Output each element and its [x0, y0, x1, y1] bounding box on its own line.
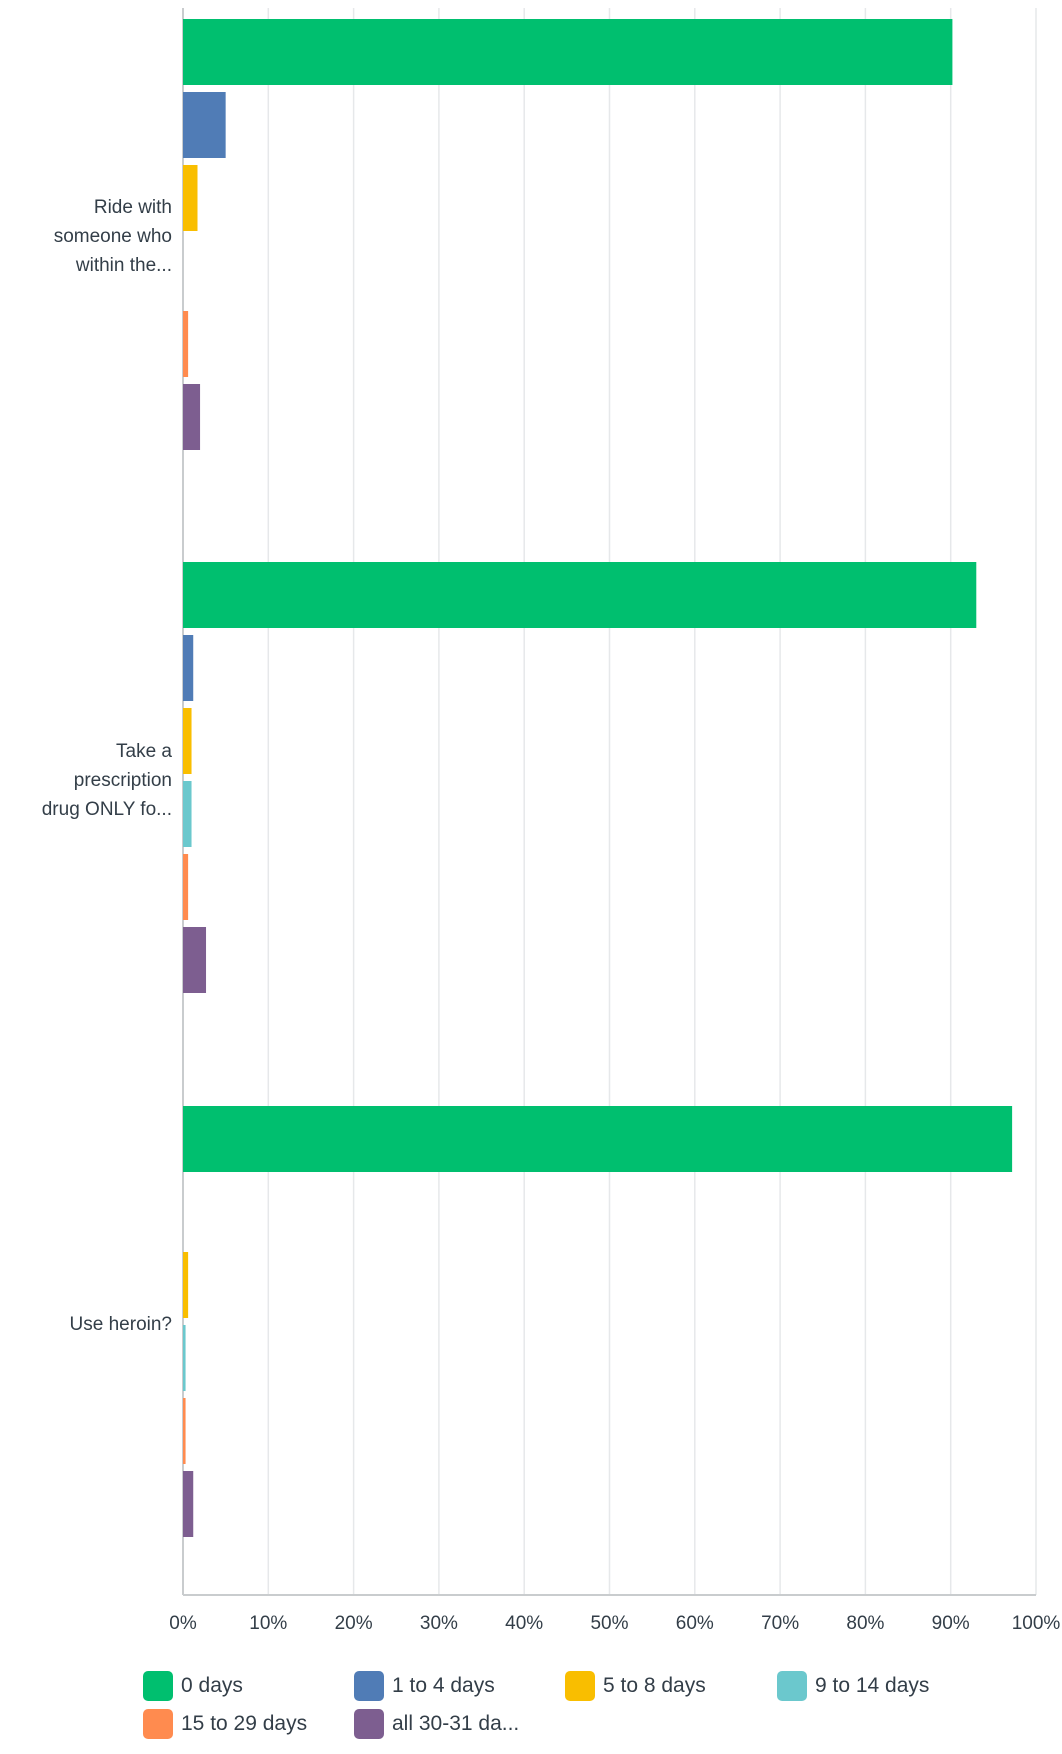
- category-label-line: within the...: [75, 254, 172, 276]
- bar-3-0-days[interactable]: [183, 1106, 1013, 1172]
- legend-item[interactable]: 0 days: [143, 1671, 243, 1701]
- x-tick-label: 0%: [169, 1613, 197, 1634]
- category-label-line: drug ONLY fo...: [41, 798, 172, 820]
- bar-3-15-to-29-days[interactable]: [183, 1398, 186, 1464]
- x-tick-label: 40%: [505, 1613, 543, 1634]
- bar-2-0-days[interactable]: [183, 562, 977, 628]
- category-label-line: Ride with: [93, 196, 172, 218]
- legend-label: 1 to 4 days: [392, 1674, 495, 1697]
- legend-swatch: [565, 1671, 595, 1701]
- bar-1-0-days[interactable]: [183, 19, 953, 85]
- legend-label: 5 to 8 days: [603, 1674, 706, 1697]
- bar-1-all-30-31-da-[interactable]: [183, 384, 201, 450]
- category-label-line: someone who: [53, 225, 172, 247]
- bar-1-15-to-29-days[interactable]: [183, 311, 189, 377]
- legend-swatch: [143, 1671, 173, 1701]
- legend-swatch: [143, 1709, 173, 1739]
- category-label: Use heroin?: [2, 1310, 172, 1339]
- legend-item[interactable]: all 30-31 da...: [354, 1709, 519, 1739]
- legend-label: 15 to 29 days: [181, 1712, 308, 1735]
- legend-item[interactable]: 15 to 29 days: [143, 1709, 307, 1739]
- bar-2-all-30-31-da-[interactable]: [183, 927, 207, 993]
- legend-item[interactable]: 5 to 8 days: [565, 1671, 706, 1701]
- legend-label: 0 days: [181, 1674, 243, 1697]
- bar-2-15-to-29-days[interactable]: [183, 854, 189, 920]
- bar-2-1-to-4-days[interactable]: [183, 635, 194, 701]
- x-tick-label: 20%: [335, 1613, 373, 1634]
- legend-item[interactable]: 9 to 14 days: [777, 1671, 929, 1701]
- x-tick-label: 10%: [249, 1613, 287, 1634]
- legend-swatch: [777, 1671, 807, 1701]
- grid-lines: [182, 8, 1037, 1595]
- bars: [183, 19, 1013, 1537]
- bar-2-9-to-14-days[interactable]: [183, 781, 192, 847]
- category-label: Ride with someone who within the...: [2, 193, 172, 280]
- legend-item[interactable]: 1 to 4 days: [354, 1671, 495, 1701]
- bar-3-all-30-31-da-[interactable]: [183, 1471, 194, 1537]
- bar-3-9-to-14-days[interactable]: [183, 1325, 186, 1391]
- x-tick-label: 50%: [590, 1613, 628, 1634]
- bar-chart: 0% 10% 20% 30% 40% 50% 60% 70% 80% 90% 100%: [169, 8, 1061, 1634]
- bar-1-5-to-8-days[interactable]: [183, 165, 198, 231]
- category-label-line: Take a: [116, 740, 172, 762]
- x-tick-label: 30%: [420, 1613, 458, 1634]
- category-label-line: prescription: [73, 769, 172, 791]
- category-label: Take a prescription drug ONLY fo...: [2, 737, 172, 824]
- x-tick-label: 60%: [676, 1613, 714, 1634]
- x-tick-label: 100%: [1012, 1613, 1061, 1634]
- x-tick-label: 90%: [932, 1613, 970, 1634]
- legend-label: all 30-31 da...: [392, 1712, 520, 1735]
- x-tick-label: 80%: [846, 1613, 884, 1634]
- legend-swatch: [354, 1671, 384, 1701]
- x-tick-label: 70%: [761, 1613, 799, 1634]
- legend-swatch: [354, 1709, 384, 1739]
- bar-3-5-to-8-days[interactable]: [183, 1252, 189, 1318]
- x-axis: 0% 10% 20% 30% 40% 50% 60% 70% 80% 90% 100%: [169, 1594, 1061, 1634]
- category-label-line: Use heroin?: [69, 1313, 172, 1335]
- bar-1-1-to-4-days[interactable]: [183, 92, 226, 158]
- legend-label: 9 to 14 days: [815, 1674, 930, 1697]
- bar-2-5-to-8-days[interactable]: [183, 708, 192, 774]
